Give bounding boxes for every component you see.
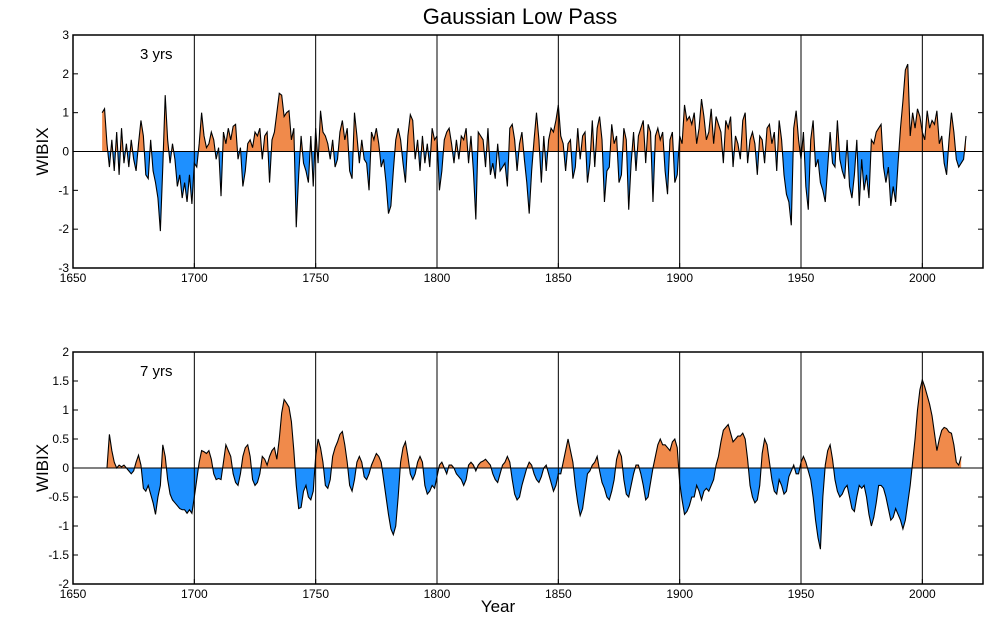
y-tick-label: -1	[58, 183, 69, 197]
x-tick-label: 2000	[909, 587, 936, 601]
x-tick-label: 1950	[788, 271, 815, 285]
x-tick-label: 1750	[302, 587, 329, 601]
y-axis-label: WIBIX	[33, 444, 52, 492]
x-tick-label: 2000	[909, 271, 936, 285]
x-tick-label: 1900	[666, 587, 693, 601]
panel-label: 7 yrs	[140, 363, 173, 380]
x-tick-label: 1900	[666, 271, 693, 285]
y-tick-label: 0.5	[52, 432, 69, 446]
panel-3yrs: -3 -2 -1 0 1 2 3 1650 1700 1750 1800 1850 1900 1950 20…	[33, 28, 984, 285]
y-tick-label: 1	[62, 403, 69, 417]
x-tick-label: 1750	[302, 271, 329, 285]
positive-area	[102, 64, 967, 152]
y-tick-label: -2	[58, 222, 69, 236]
series-line	[101, 63, 967, 232]
y-axis-label: WIBIX	[33, 127, 52, 175]
x-tick-label: 1650	[60, 587, 87, 601]
x-tick-label: 1850	[545, 271, 572, 285]
y-tick-label: 2	[62, 345, 69, 359]
x-tick-label: 1700	[181, 587, 208, 601]
y-tick-label: 0	[62, 461, 69, 475]
x-tick-label: 1700	[181, 271, 208, 285]
x-tick-label: 1800	[424, 587, 451, 601]
y-tick-label: -2	[58, 577, 69, 591]
negative-area	[102, 468, 962, 550]
y-tick-label: -3	[58, 261, 69, 275]
x-tick-label: 1800	[424, 271, 451, 285]
x-tick-label: 1950	[788, 587, 815, 601]
x-tick-label: 1650	[60, 271, 87, 285]
y-tick-label: 1.5	[52, 374, 69, 388]
figure-title: Gaussian Low Pass	[423, 4, 617, 29]
y-tick-label: -0.5	[48, 490, 69, 504]
y-tick-label: 1	[62, 106, 69, 120]
y-tick-label: -1	[58, 519, 69, 533]
x-axis-label: Year	[481, 597, 516, 616]
y-tick-label: 3	[62, 28, 69, 42]
series-line	[102, 377, 962, 550]
negative-area	[102, 151, 967, 232]
y-tick-label: 2	[62, 67, 69, 81]
x-tick-label: 1850	[545, 587, 572, 601]
panel-7yrs: -2 -1.5 -1 -0.5 0 0.5 1 1.5 2 1650 1700 1750 1800 185…	[33, 345, 984, 601]
y-tick-label: 0	[62, 145, 69, 159]
y-tick-label: -1.5	[48, 548, 69, 562]
panel-label: 3 yrs	[140, 46, 173, 63]
